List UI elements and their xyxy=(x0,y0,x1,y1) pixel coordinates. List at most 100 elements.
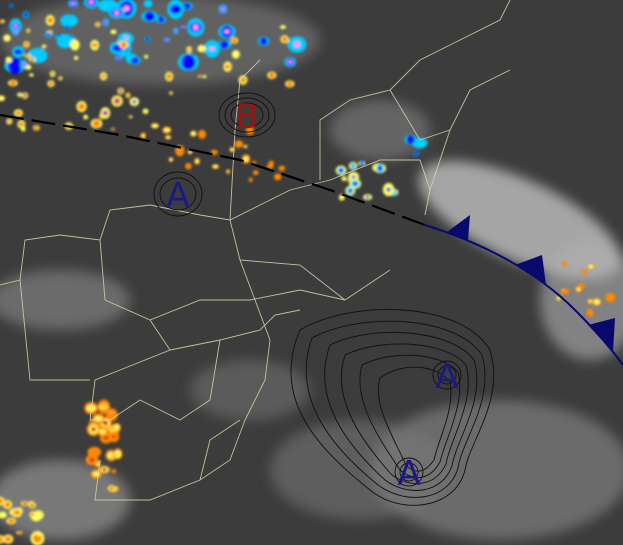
high-pressure-label: A xyxy=(435,357,458,397)
convection-cell xyxy=(219,41,229,49)
convection-cell xyxy=(17,530,22,535)
convection-cell xyxy=(157,16,165,23)
convection-cell xyxy=(259,37,268,45)
convection-cell xyxy=(377,166,383,171)
convection-cell xyxy=(132,99,137,104)
convection-cell xyxy=(244,144,247,149)
convection-cell xyxy=(28,73,34,77)
convection-cell xyxy=(101,74,106,79)
convection-cell xyxy=(34,125,39,131)
convection-cell xyxy=(0,95,5,102)
convection-cell xyxy=(152,123,158,128)
convection-cell xyxy=(58,77,62,80)
convection-cell xyxy=(78,103,85,110)
convection-cell xyxy=(113,10,120,16)
convection-cell xyxy=(0,498,4,505)
convection-cell xyxy=(181,54,196,70)
convection-cell xyxy=(104,21,108,24)
convection-cell xyxy=(18,94,21,96)
convection-cell xyxy=(353,182,358,186)
convection-cell xyxy=(188,150,192,154)
convection-cell xyxy=(351,175,356,179)
convection-cell xyxy=(48,30,52,34)
convection-cell xyxy=(212,164,218,169)
convection-cell xyxy=(7,518,15,524)
convection-cell xyxy=(561,288,570,295)
convection-cell xyxy=(192,24,199,31)
convection-cell xyxy=(111,469,117,474)
convection-cell xyxy=(360,161,364,165)
convection-cell xyxy=(226,170,230,173)
convection-cell xyxy=(144,54,149,59)
convection-cell xyxy=(174,30,177,32)
convection-cell xyxy=(234,140,244,148)
convection-cell xyxy=(89,458,95,462)
convection-cell xyxy=(578,283,585,290)
convection-cell xyxy=(268,72,275,79)
convection-cell xyxy=(110,29,117,35)
convection-cell xyxy=(65,25,69,29)
convection-cell xyxy=(114,450,121,458)
convection-cell xyxy=(131,57,139,64)
convection-cell xyxy=(386,187,391,192)
convection-cell xyxy=(588,300,593,303)
convection-cell xyxy=(169,92,173,94)
convection-cell xyxy=(414,151,418,156)
convection-cell xyxy=(593,299,600,305)
convection-cell xyxy=(279,25,286,30)
convection-cell xyxy=(169,157,173,162)
convection-cell xyxy=(191,130,196,137)
isobars xyxy=(153,92,495,506)
convection-cell xyxy=(25,64,32,70)
convection-cell xyxy=(112,435,116,438)
convection-cell xyxy=(59,14,79,27)
convection-cell xyxy=(115,99,120,103)
convection-cell xyxy=(197,44,206,53)
convection-cell xyxy=(4,501,11,508)
convection-cell xyxy=(4,536,12,543)
convection-cell xyxy=(230,148,234,152)
convection-cell xyxy=(281,36,288,43)
convection-cell xyxy=(91,426,96,432)
convection-cell xyxy=(202,75,207,79)
convection-cell xyxy=(26,29,30,33)
convection-cell xyxy=(92,119,101,128)
convection-cell xyxy=(341,176,347,182)
convection-cell xyxy=(122,5,130,12)
convection-cell xyxy=(18,121,24,127)
convection-cell xyxy=(102,467,107,472)
convection-cell xyxy=(273,173,282,181)
convection-cell xyxy=(240,77,246,83)
convection-cell xyxy=(252,170,259,176)
convection-cell xyxy=(195,159,199,164)
convection-cell xyxy=(25,54,30,58)
convection-cell xyxy=(166,73,172,80)
convection-cell xyxy=(365,195,370,199)
convection-cell xyxy=(88,421,95,426)
convection-cell xyxy=(95,22,100,27)
convection-cell xyxy=(112,457,114,460)
convection-cell xyxy=(103,111,108,115)
convection-cell xyxy=(166,135,171,139)
convection-cell xyxy=(339,168,344,173)
convection-cell xyxy=(605,293,616,303)
convection-cell xyxy=(9,80,17,86)
convection-cell xyxy=(94,416,103,422)
convection-cell xyxy=(23,12,28,18)
convection-cell xyxy=(561,261,568,267)
high-pressure-label: A xyxy=(166,176,189,216)
convection-cell xyxy=(182,25,185,29)
convection-cell xyxy=(556,296,560,301)
convection-cell xyxy=(13,24,18,28)
convection-cell xyxy=(586,308,594,317)
political-borders xyxy=(0,0,511,501)
convection-cell xyxy=(170,4,182,14)
convection-cell xyxy=(47,17,54,24)
convection-cell xyxy=(8,57,22,74)
convection-cell xyxy=(221,7,225,11)
convection-cell xyxy=(30,513,35,517)
convection-cell xyxy=(103,405,106,407)
convection-cell xyxy=(31,504,34,507)
